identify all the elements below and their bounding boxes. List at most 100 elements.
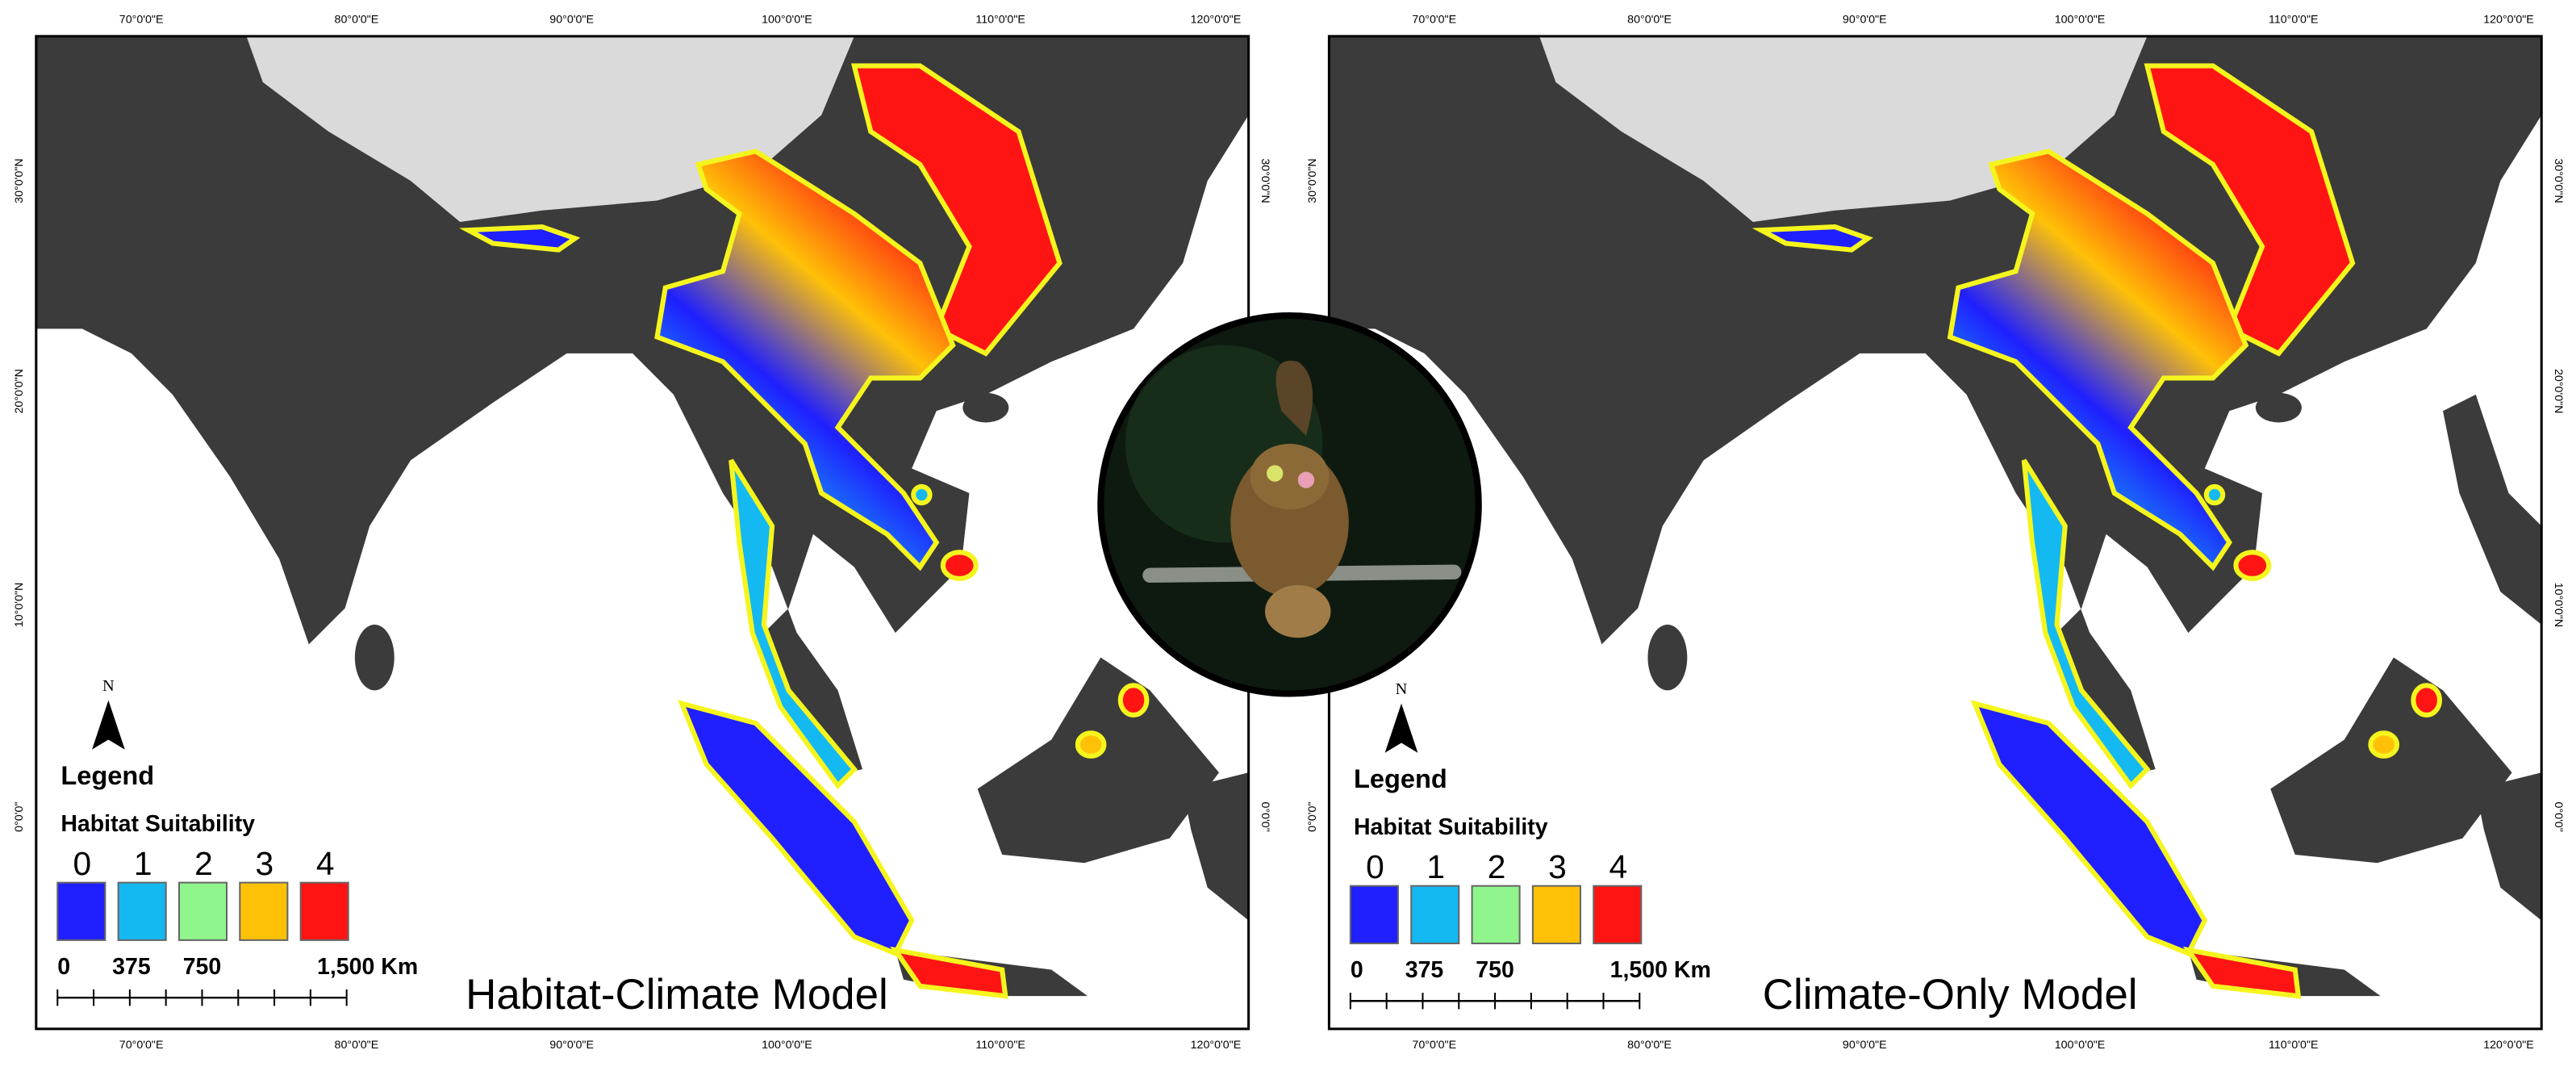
longitude-label: 100°0'0"E bbox=[762, 13, 812, 26]
latitude-label: 20°0'0"N bbox=[2552, 369, 2565, 413]
latitude-label: 0°0'0" bbox=[1306, 802, 1319, 832]
scale-label: 1,500 Km bbox=[317, 954, 418, 980]
habitat-overlay bbox=[459, 63, 1150, 999]
legend-class-label: 4 bbox=[316, 845, 335, 882]
scale-label: 750 bbox=[1476, 957, 1514, 983]
scale-label: 1,500 Km bbox=[1610, 957, 1711, 983]
longitude-label: 70°0'0"E bbox=[119, 1039, 164, 1052]
scale-label: 375 bbox=[1405, 957, 1444, 983]
habitat-zone bbox=[729, 458, 858, 790]
legend-class-label: 2 bbox=[194, 845, 213, 882]
longitude-label: 120°0'0"E bbox=[2483, 1039, 2534, 1052]
longitude-label: 90°0'0"E bbox=[549, 1039, 594, 1052]
habitat-zone bbox=[654, 148, 956, 571]
longitude-label: 100°0'0"E bbox=[2055, 13, 2106, 26]
longitude-label: 120°0'0"E bbox=[1191, 1039, 1242, 1052]
longitude-label: 100°0'0"E bbox=[2055, 1039, 2106, 1052]
legend-subtitle: Habitat Suitability bbox=[61, 811, 255, 837]
legend-class-label: 3 bbox=[1548, 848, 1567, 885]
latitude-label: 30°0'0"N bbox=[1259, 158, 1271, 203]
longitude-label: 70°0'0"E bbox=[1412, 13, 1456, 26]
habitat-zone bbox=[911, 483, 933, 506]
legend-swatch bbox=[239, 881, 289, 941]
legend-swatch bbox=[299, 881, 349, 941]
latitude-label: 10°0'0"N bbox=[13, 583, 26, 627]
longitude-label: 70°0'0"E bbox=[1412, 1039, 1456, 1052]
habitat-zone bbox=[940, 550, 979, 581]
legend-class-label: 4 bbox=[1609, 848, 1627, 885]
habitat-zone bbox=[1947, 148, 2249, 571]
latitude-label: 30°0'0"N bbox=[1306, 158, 1319, 203]
habitat-zone bbox=[2233, 550, 2272, 581]
habitat-zone bbox=[1075, 730, 1107, 759]
legend-class-label: 0 bbox=[1366, 848, 1384, 885]
scale-label: 0 bbox=[1351, 957, 1363, 983]
latitude-label: 20°0'0"N bbox=[13, 369, 26, 413]
legend-title: Legend bbox=[61, 761, 154, 790]
habitat-zone bbox=[2021, 458, 2151, 790]
habitat-zone bbox=[2411, 683, 2443, 717]
longitude-label: 70°0'0"E bbox=[119, 13, 164, 26]
latitude-label: 0°0'0" bbox=[13, 802, 26, 832]
habitat-zone bbox=[1117, 683, 1150, 717]
legend-subtitle: Habitat Suitability bbox=[1354, 814, 1548, 840]
legend-swatch bbox=[117, 881, 167, 941]
scale-label: 750 bbox=[183, 954, 222, 980]
longitude-label: 120°0'0"E bbox=[2483, 13, 2534, 26]
habitat-overlay bbox=[1751, 63, 2443, 999]
latitude-label: 30°0'0"N bbox=[2552, 158, 2565, 203]
latitude-label: 0°0'0" bbox=[2552, 802, 2565, 832]
basemap bbox=[1329, 36, 2541, 1029]
panel-title: Climate-Only Model bbox=[1763, 971, 2138, 1019]
north-label: N bbox=[1396, 680, 1408, 698]
longitude-label: 90°0'0"E bbox=[549, 13, 594, 26]
legend-class-label: 2 bbox=[1488, 848, 1506, 885]
legend-class-label: 1 bbox=[1426, 848, 1445, 885]
latitude-label: 0°0'0" bbox=[1259, 802, 1271, 832]
legend-swatch bbox=[1410, 885, 1460, 944]
longitude-label: 110°0'0"E bbox=[2269, 1039, 2319, 1052]
north-label: N bbox=[102, 677, 115, 695]
legend-swatch bbox=[1593, 885, 1643, 944]
habitat-zone bbox=[890, 946, 1008, 999]
habitat-zone bbox=[459, 224, 581, 253]
map-panel: 70°0'0"E 70°0'0"E 80°0'0"E 80°0'0"E 90°0'0"E… bbox=[1306, 13, 2565, 1052]
habitat-zone bbox=[2203, 483, 2226, 506]
habitat-zone bbox=[2368, 730, 2400, 759]
longitude-label: 110°0'0"E bbox=[975, 13, 1025, 26]
north-arrow bbox=[92, 700, 125, 750]
species-photo bbox=[1097, 312, 1482, 697]
legend-title: Legend bbox=[1354, 764, 1447, 793]
panel-title: Habitat-Climate Model bbox=[466, 971, 888, 1019]
latitude-label: 10°0'0"N bbox=[2552, 583, 2565, 627]
longitude-label: 110°0'0"E bbox=[2269, 13, 2319, 26]
habitat-zone bbox=[1751, 224, 1873, 253]
longitude-label: 110°0'0"E bbox=[975, 1039, 1025, 1052]
habitat-zone bbox=[2182, 946, 2302, 999]
legend-swatch bbox=[1531, 885, 1581, 944]
longitude-label: 120°0'0"E bbox=[1191, 13, 1242, 26]
north-arrow bbox=[1384, 703, 1418, 753]
longitude-label: 90°0'0"E bbox=[1843, 1039, 1887, 1052]
legend-class-label: 0 bbox=[73, 845, 91, 882]
longitude-label: 100°0'0"E bbox=[762, 1039, 812, 1052]
legend-swatch bbox=[1349, 885, 1399, 944]
legend-class-label: 1 bbox=[134, 845, 152, 882]
habitat-zone bbox=[2144, 63, 2356, 357]
longitude-label: 80°0'0"E bbox=[335, 13, 379, 26]
longitude-label: 80°0'0"E bbox=[335, 1039, 379, 1052]
longitude-label: 80°0'0"E bbox=[1627, 13, 1672, 26]
basemap bbox=[36, 36, 1249, 1029]
latitude-label: 30°0'0"N bbox=[13, 158, 26, 203]
map-panel: 70°0'0"E 70°0'0"E 80°0'0"E 80°0'0"E 90°0'0"E… bbox=[13, 13, 1271, 1052]
legend-swatch bbox=[177, 881, 228, 941]
scale-label: 0 bbox=[57, 954, 70, 980]
legend-swatch bbox=[56, 881, 106, 941]
legend-swatch bbox=[1471, 885, 1521, 944]
legend-class-label: 3 bbox=[256, 845, 274, 882]
scale-label: 375 bbox=[112, 954, 151, 980]
longitude-label: 80°0'0"E bbox=[1627, 1039, 1672, 1052]
longitude-label: 90°0'0"E bbox=[1843, 13, 1887, 26]
